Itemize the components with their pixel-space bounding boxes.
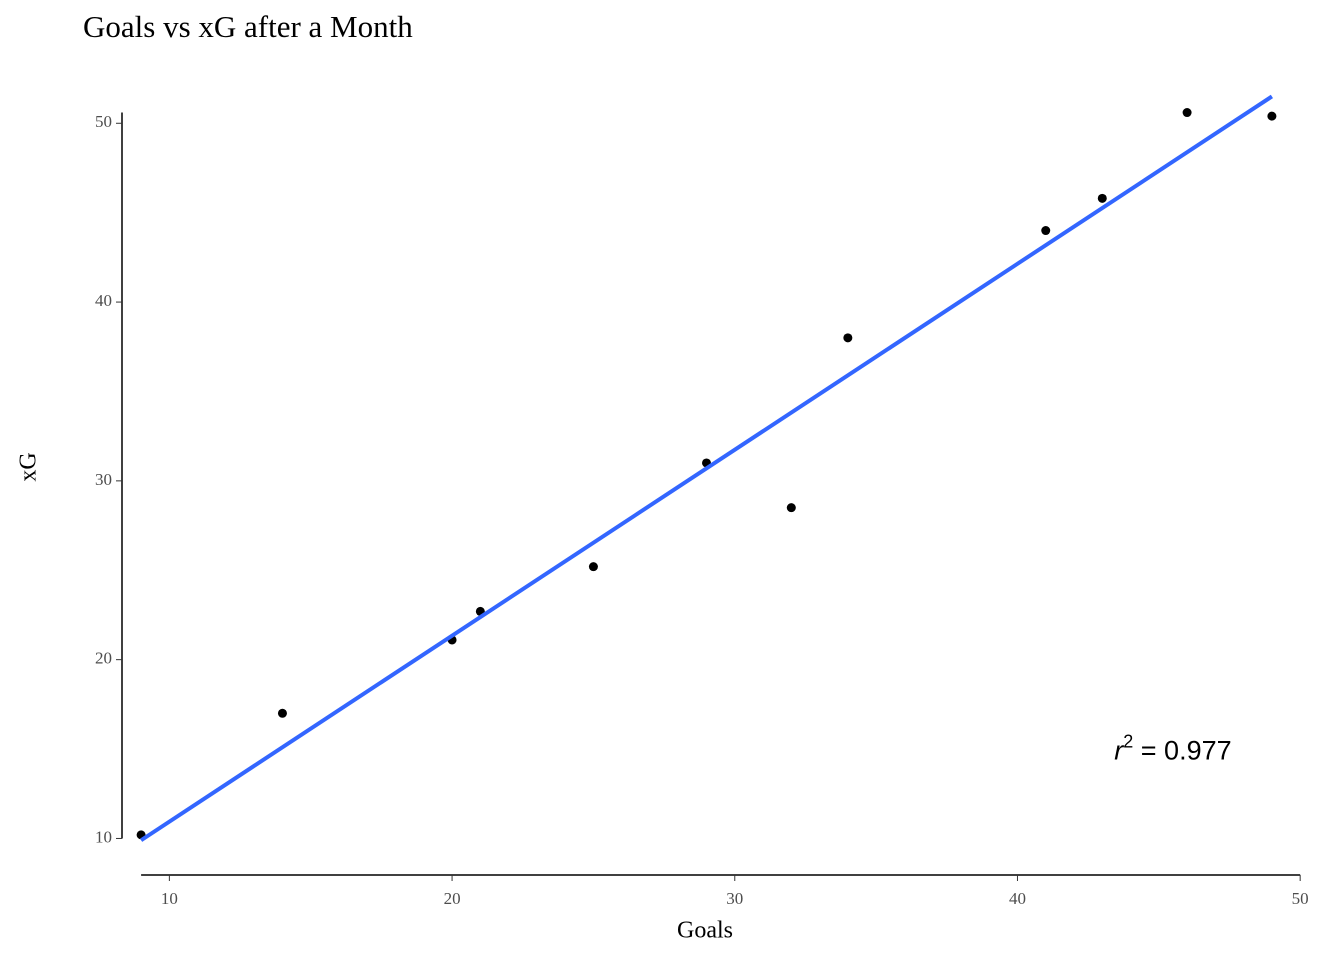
y-tick-label: 10 (95, 827, 112, 846)
point (1267, 111, 1277, 121)
point (1097, 193, 1107, 203)
regression-line (139, 94, 1273, 842)
point (843, 333, 853, 343)
point (1041, 226, 1051, 236)
x-tick-label: 10 (161, 889, 178, 908)
x-tick-label: 20 (444, 889, 461, 908)
point (588, 562, 598, 572)
annotation: r2 = 0.977 (1114, 731, 1231, 765)
x-tick-label: 40 (1009, 889, 1026, 908)
x-tick-label: 30 (726, 889, 743, 908)
y-tick-label: 30 (95, 470, 112, 489)
y-axis-title: xG (16, 452, 42, 481)
point (277, 708, 287, 718)
y-tick-label: 40 (95, 291, 112, 310)
annotation-text: = 0.977 (1133, 736, 1231, 766)
annotation-symbol: r (1114, 736, 1124, 766)
chart-title: Goals vs xG after a Month (83, 9, 413, 44)
annotation-exponent: 2 (1123, 731, 1133, 751)
x-axis-title: Goals (677, 918, 733, 944)
y-tick-label: 50 (95, 112, 112, 131)
point (1182, 108, 1192, 118)
y-tick-label: 20 (95, 649, 112, 668)
x-tick-label: 50 (1292, 889, 1309, 908)
point (786, 503, 796, 513)
